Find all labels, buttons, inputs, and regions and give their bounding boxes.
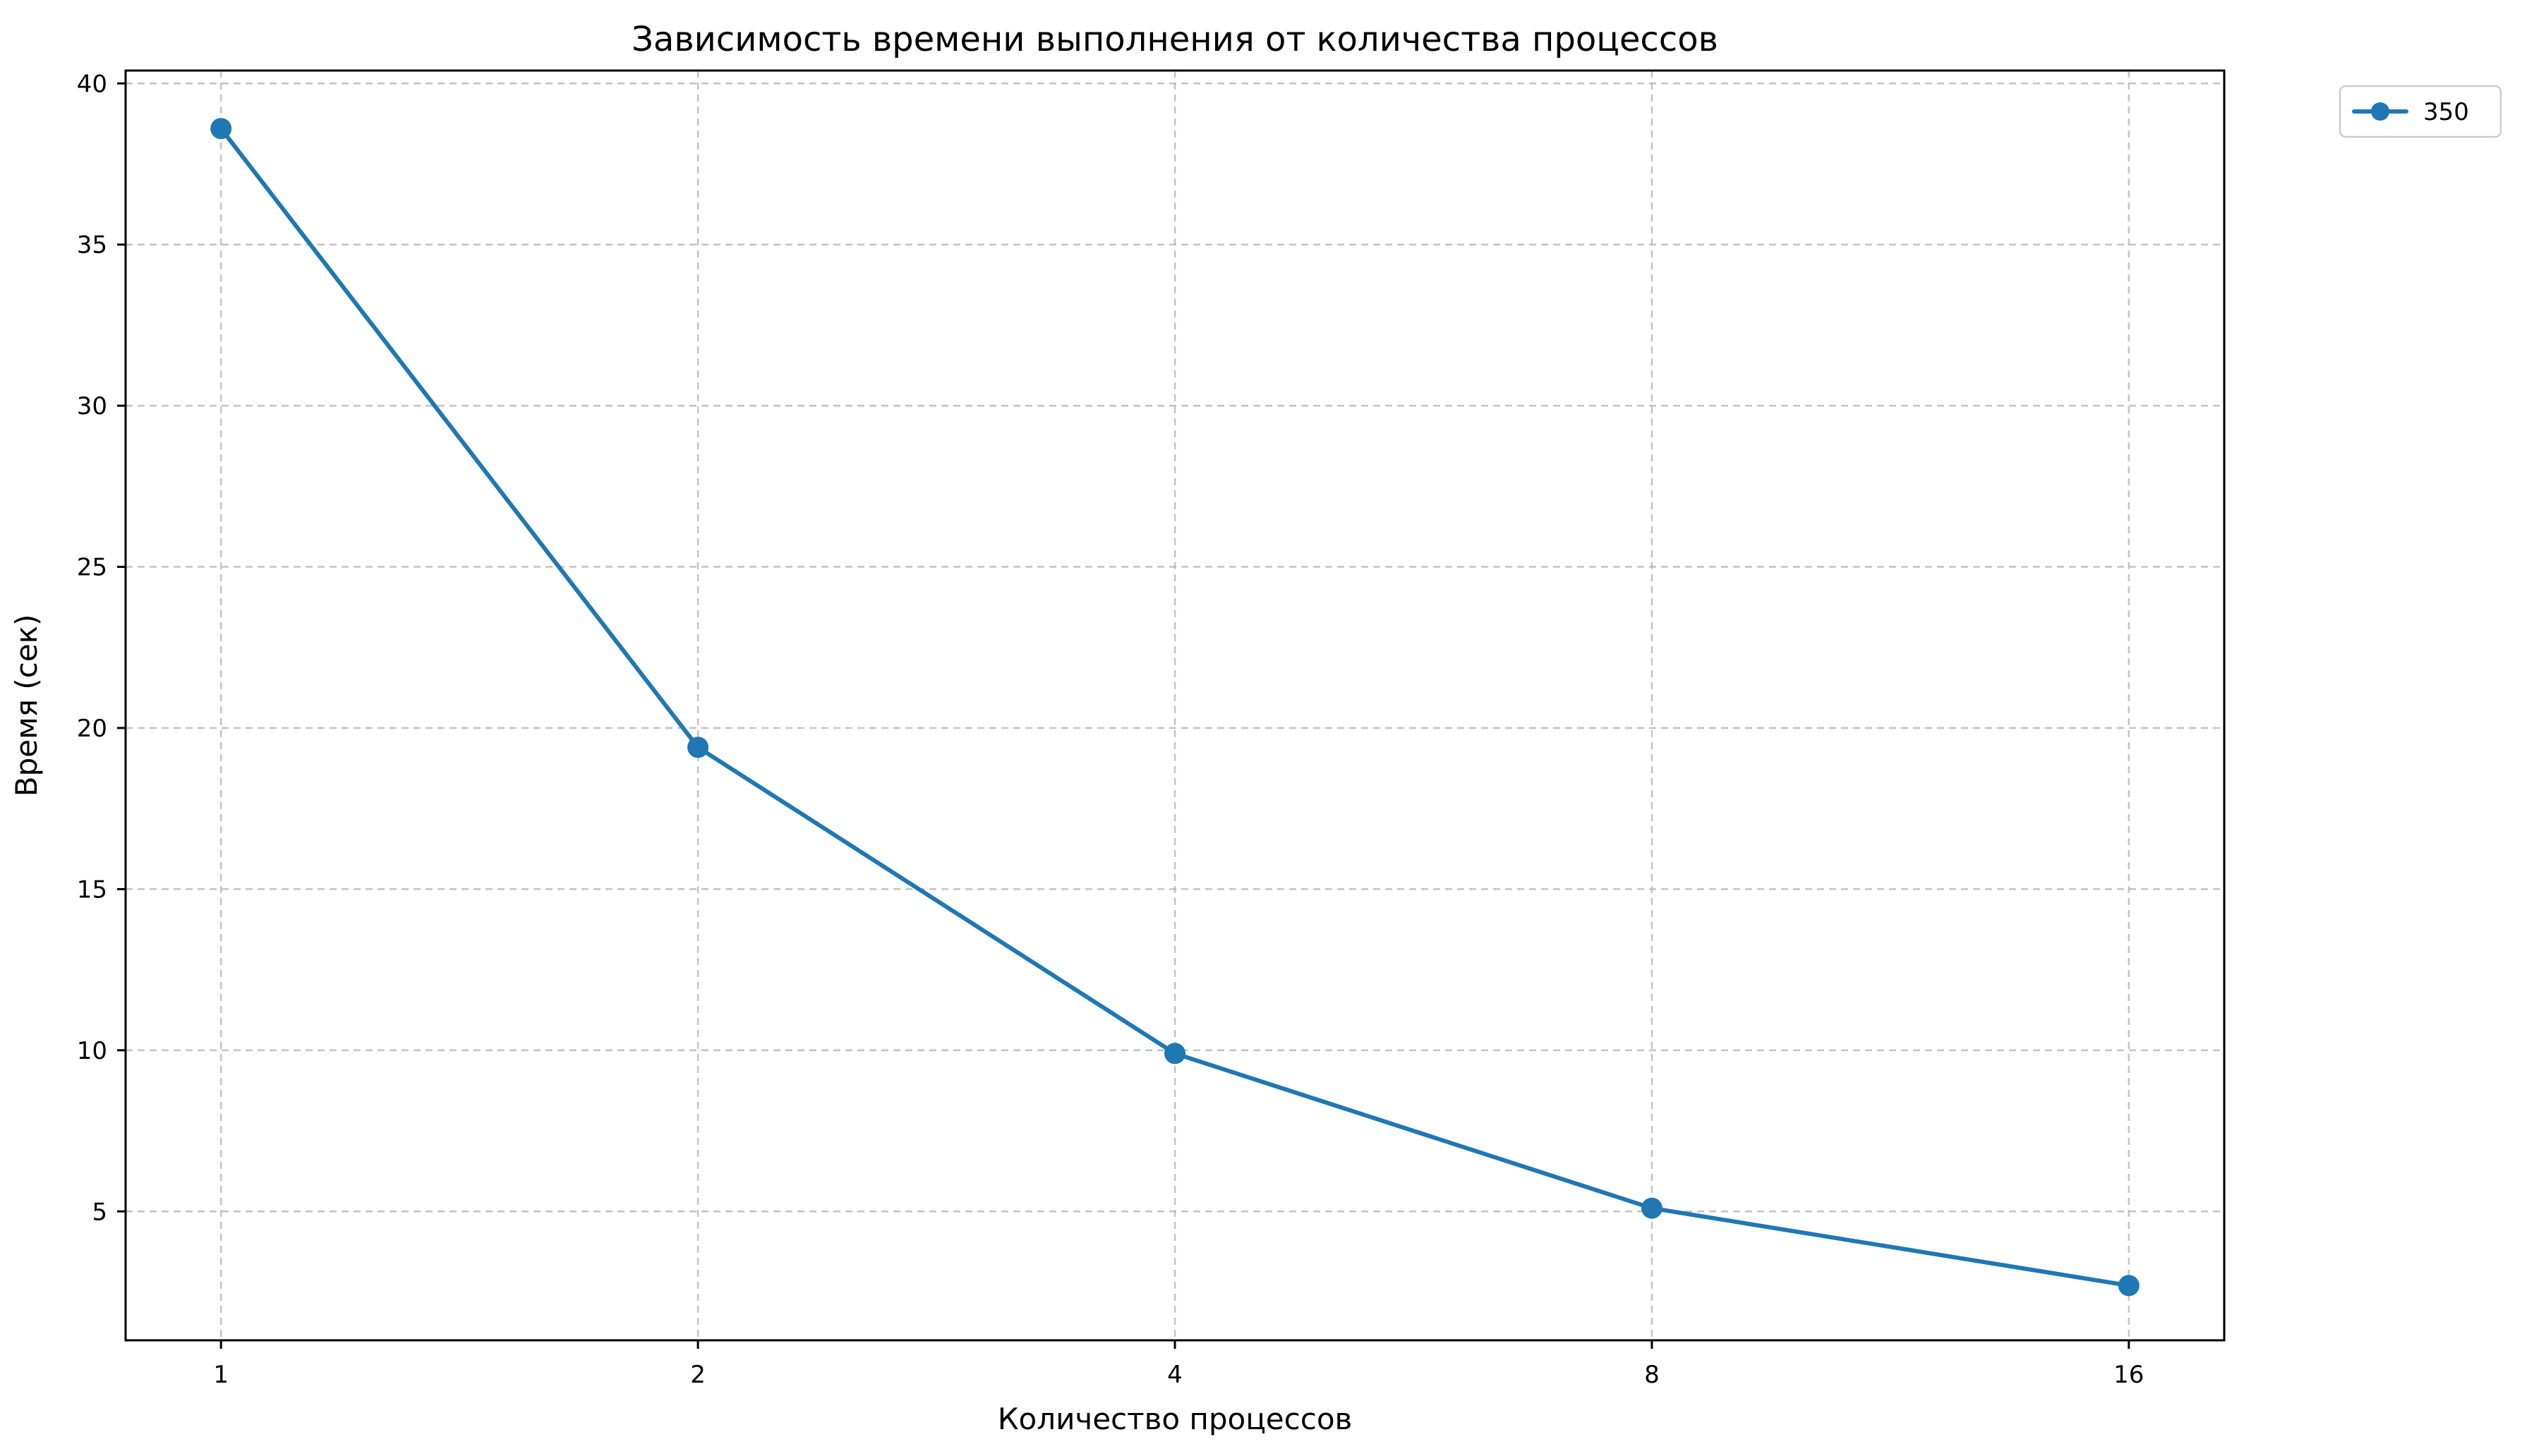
y-tick-label: 10 [77, 1037, 107, 1065]
grid-layer [126, 71, 2224, 1340]
legend: 350 [2339, 85, 2502, 138]
x-tick-label: 8 [1644, 1361, 1660, 1389]
x-tick-label: 16 [2113, 1361, 2144, 1389]
legend-series-marker [2371, 102, 2389, 121]
chart-title: Зависимость времени выполнения от количе… [632, 20, 1718, 59]
x-tick-label: 2 [690, 1361, 706, 1389]
y-tick-label: 30 [77, 392, 107, 420]
y-tick-label: 25 [77, 554, 107, 582]
y-tick-label: 15 [77, 875, 107, 904]
y-tick-label: 40 [77, 70, 107, 98]
x-tick-label: 4 [1167, 1361, 1183, 1389]
x-axis-label: Количество процессов [998, 1402, 1353, 1436]
data-point [687, 736, 709, 758]
x-tick-label: 1 [213, 1361, 229, 1389]
y-tick-label: 5 [92, 1198, 107, 1226]
data-point [1164, 1043, 1185, 1064]
data-point [2118, 1275, 2140, 1297]
y-tick-label: 35 [77, 231, 107, 260]
y-axis-label: Время (сек) [9, 614, 44, 797]
data-point [1641, 1197, 1663, 1219]
legend-series-label: 350 [2423, 98, 2469, 126]
y-tick-label: 20 [77, 715, 107, 743]
ticks-layer: 1 2 4 8 16 5 10 15 20 25 30 35 40 [77, 70, 2144, 1389]
legend-box [2339, 85, 2502, 138]
series-layer [210, 118, 2140, 1297]
data-point [210, 118, 232, 140]
